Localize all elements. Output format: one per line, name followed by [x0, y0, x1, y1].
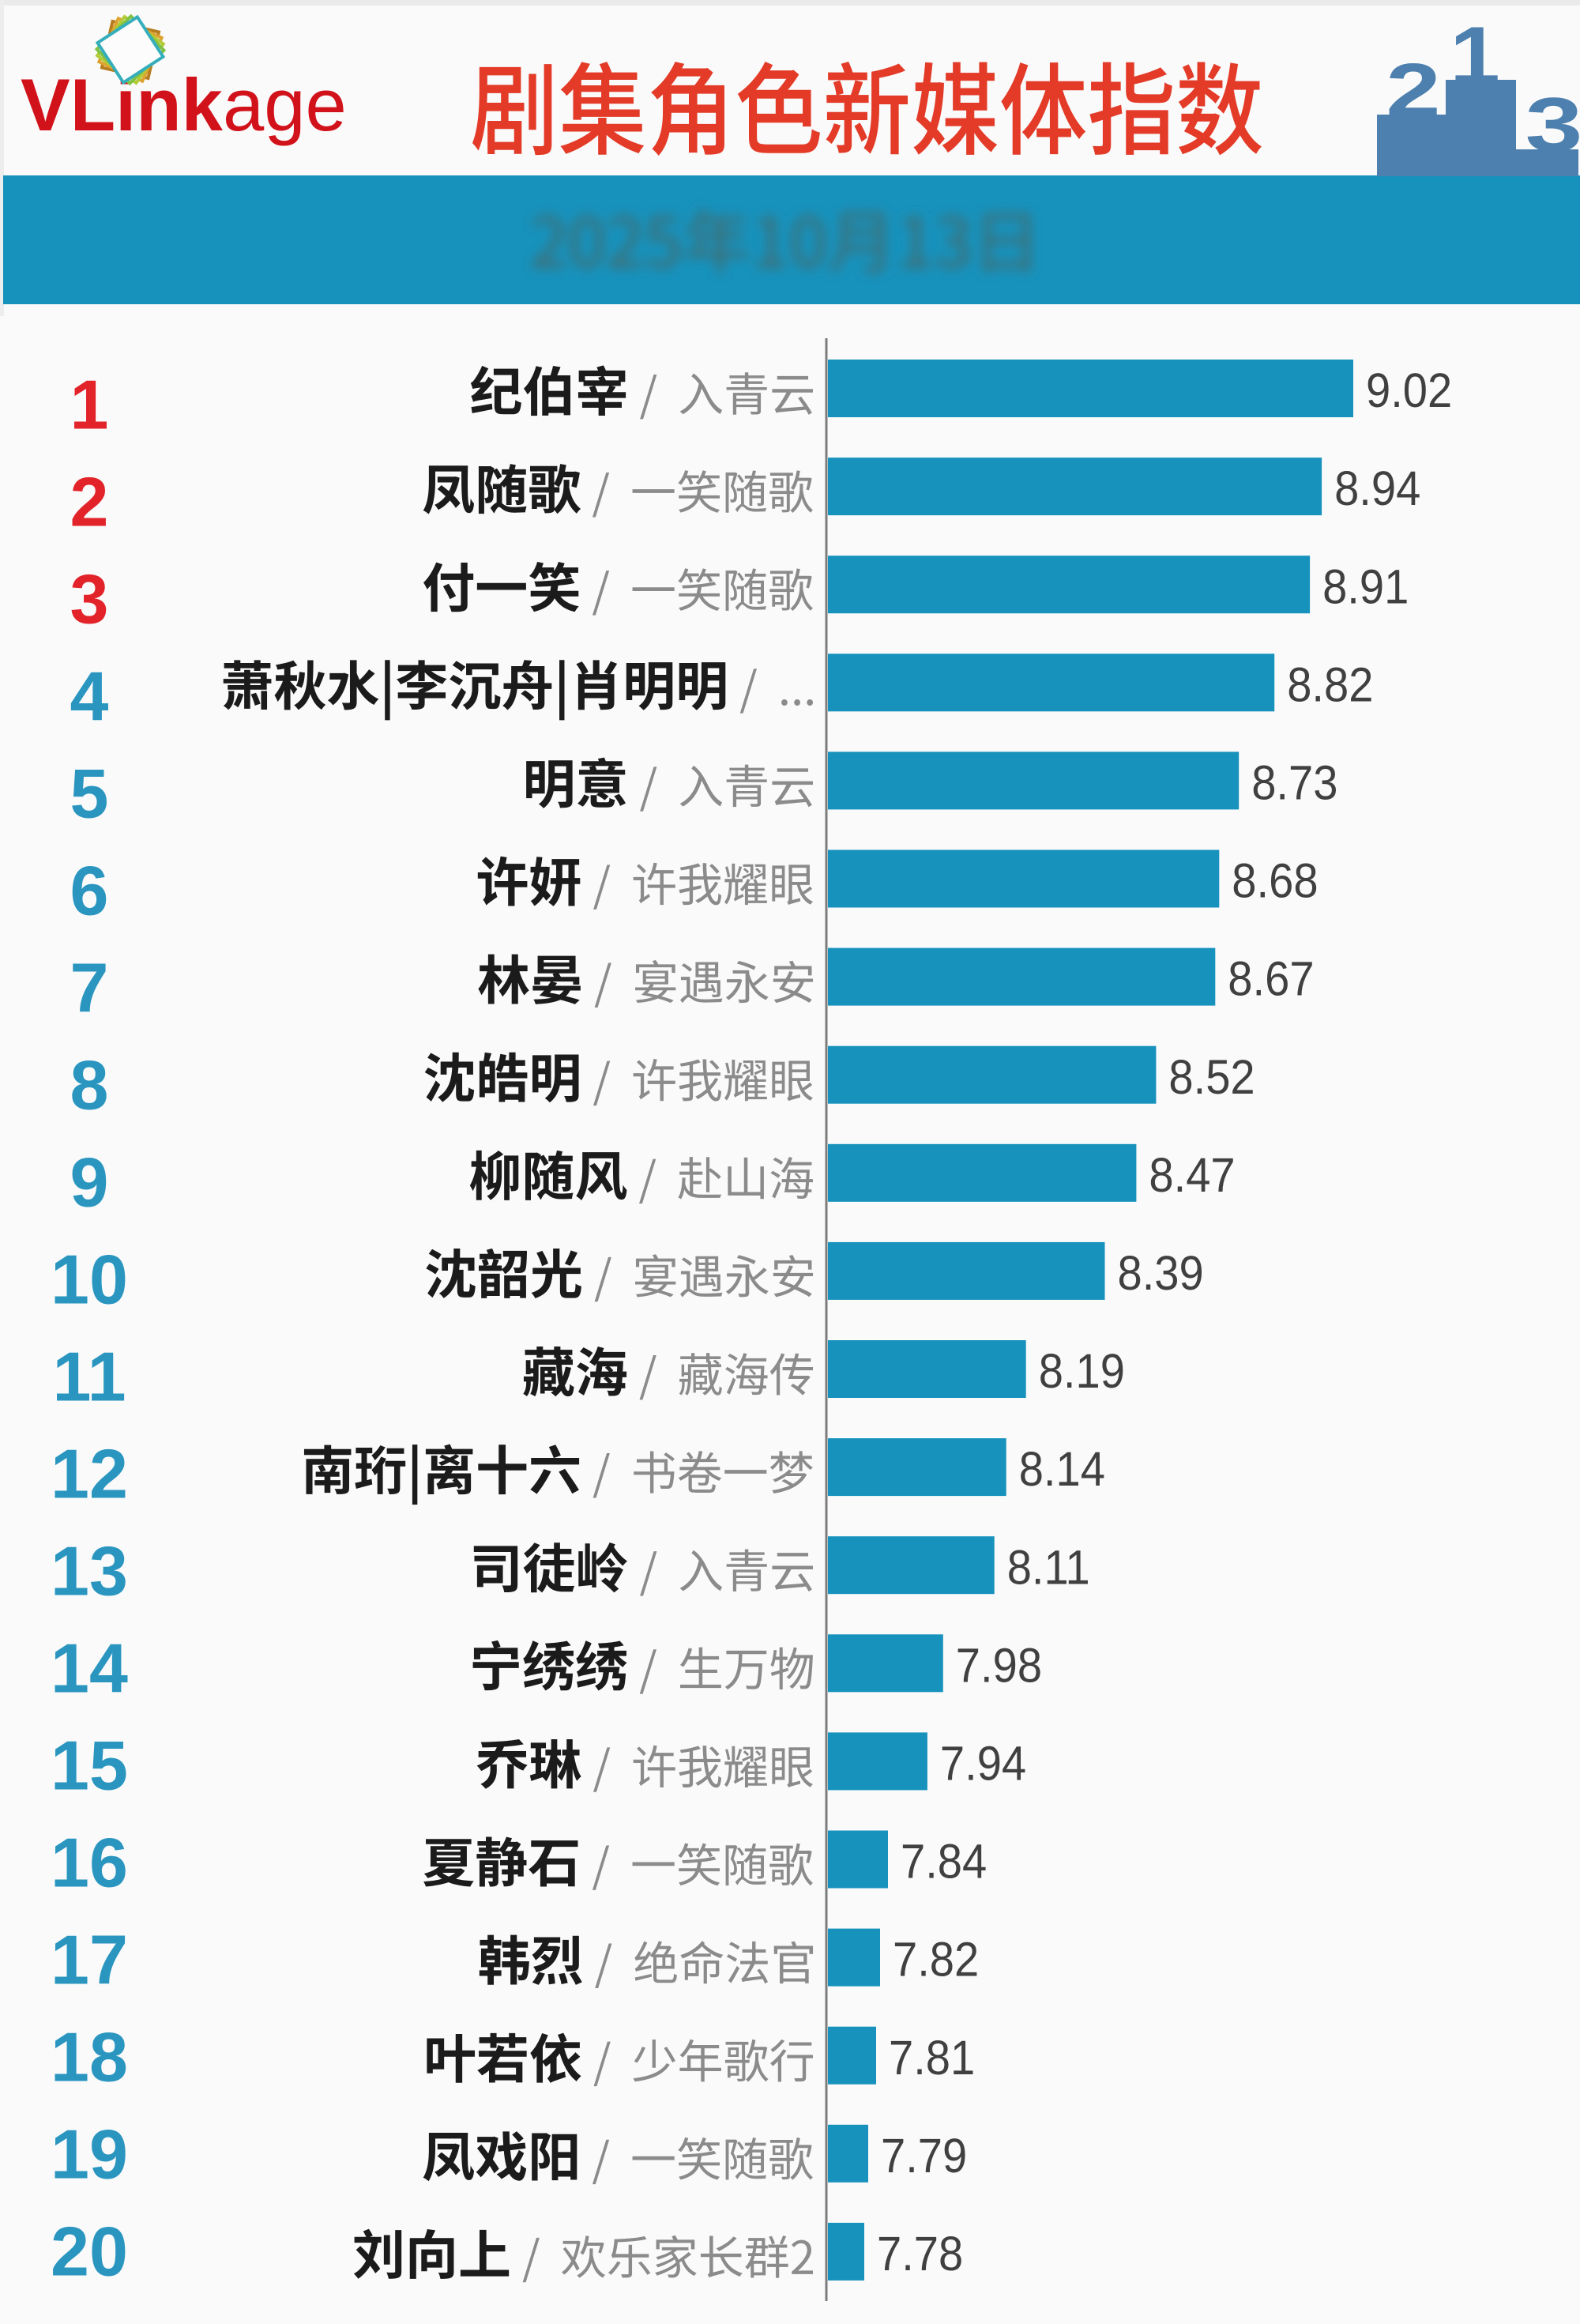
svg-text:8.19: 8.19 — [1039, 1345, 1125, 1399]
svg-text:7: 7 — [70, 948, 109, 1026]
svg-text:19: 19 — [51, 2115, 128, 2193]
svg-text:8.52: 8.52 — [1168, 1051, 1255, 1105]
svg-text:7.81: 7.81 — [889, 2032, 975, 2085]
svg-text:8.94: 8.94 — [1334, 462, 1420, 516]
svg-text:8.68: 8.68 — [1232, 854, 1318, 908]
svg-text:12: 12 — [51, 1434, 128, 1512]
svg-text:8.14: 8.14 — [1019, 1443, 1105, 1497]
svg-text:8.73: 8.73 — [1251, 756, 1337, 810]
svg-text:7.78: 7.78 — [877, 2228, 963, 2281]
svg-text:8.91: 8.91 — [1322, 560, 1409, 614]
svg-text:5: 5 — [70, 754, 109, 832]
svg-text:16: 16 — [51, 1823, 128, 1901]
svg-text:8.82: 8.82 — [1287, 658, 1373, 712]
svg-text:8.67: 8.67 — [1228, 953, 1314, 1007]
svg-text:7.79: 7.79 — [881, 2130, 967, 2183]
svg-text:9: 9 — [70, 1143, 109, 1221]
svg-text:4: 4 — [70, 657, 109, 735]
svg-text:7.94: 7.94 — [940, 1737, 1026, 1791]
svg-text:17: 17 — [51, 1920, 128, 1998]
svg-text:2: 2 — [1386, 47, 1440, 133]
svg-text:3: 3 — [70, 559, 109, 638]
svg-text:7.84: 7.84 — [901, 1835, 987, 1889]
svg-text:18: 18 — [51, 2017, 128, 2096]
svg-text:14: 14 — [51, 1629, 128, 1707]
svg-text:3: 3 — [1525, 82, 1580, 168]
svg-text:VLinkage: VLinkage — [21, 63, 347, 146]
svg-text:20: 20 — [51, 2212, 128, 2290]
svg-text:1: 1 — [1450, 10, 1500, 102]
svg-text:13: 13 — [51, 1531, 128, 1610]
svg-text:11: 11 — [52, 1337, 126, 1415]
svg-text:1: 1 — [70, 365, 109, 443]
svg-text:10: 10 — [51, 1240, 128, 1318]
svg-text:15: 15 — [51, 1726, 128, 1804]
svg-text:8.11: 8.11 — [1007, 1541, 1090, 1595]
svg-text:8: 8 — [70, 1045, 109, 1124]
svg-text:9.02: 9.02 — [1366, 364, 1452, 418]
svg-text:8.39: 8.39 — [1118, 1247, 1204, 1301]
svg-text:2: 2 — [70, 462, 109, 541]
svg-text:8.47: 8.47 — [1149, 1149, 1235, 1203]
svg-text:6: 6 — [70, 851, 109, 929]
svg-text:7.82: 7.82 — [893, 1934, 979, 1987]
svg-text:7.98: 7.98 — [956, 1639, 1042, 1693]
